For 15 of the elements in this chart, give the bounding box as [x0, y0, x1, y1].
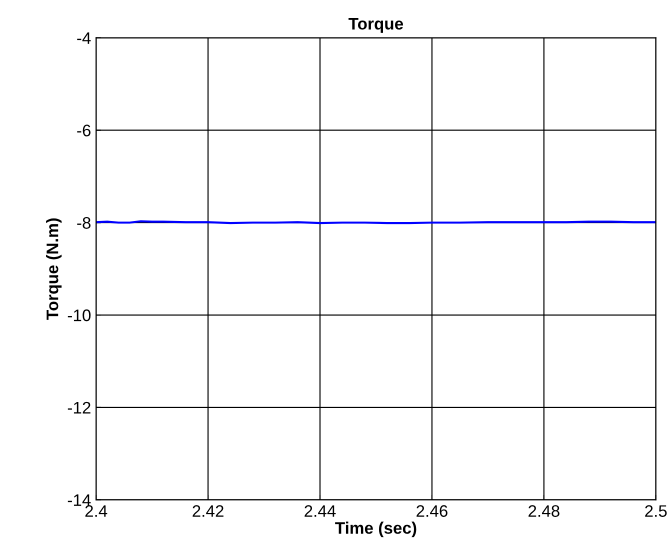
y-tick-label: -10	[68, 309, 91, 322]
x-tick-label: 2.42	[192, 505, 224, 517]
y-tick-label: -6	[77, 124, 91, 136]
x-tick-label: 2.46	[416, 505, 448, 517]
x-tick-label: 2.5	[645, 505, 667, 517]
y-axis-title: Torque (N.m)	[46, 218, 62, 320]
y-tick-label: -8	[77, 217, 91, 229]
x-tick-label: 2.4	[85, 505, 108, 517]
y-tick-label: -4	[77, 32, 91, 44]
chart-title: Torque	[348, 18, 404, 33]
x-tick-label: 2.48	[528, 505, 560, 517]
y-tick-label: -14	[68, 494, 91, 506]
x-tick-label: 2.44	[304, 505, 336, 517]
y-tick-label: -12	[68, 402, 90, 414]
x-axis-title: Time (sec)	[335, 522, 416, 538]
